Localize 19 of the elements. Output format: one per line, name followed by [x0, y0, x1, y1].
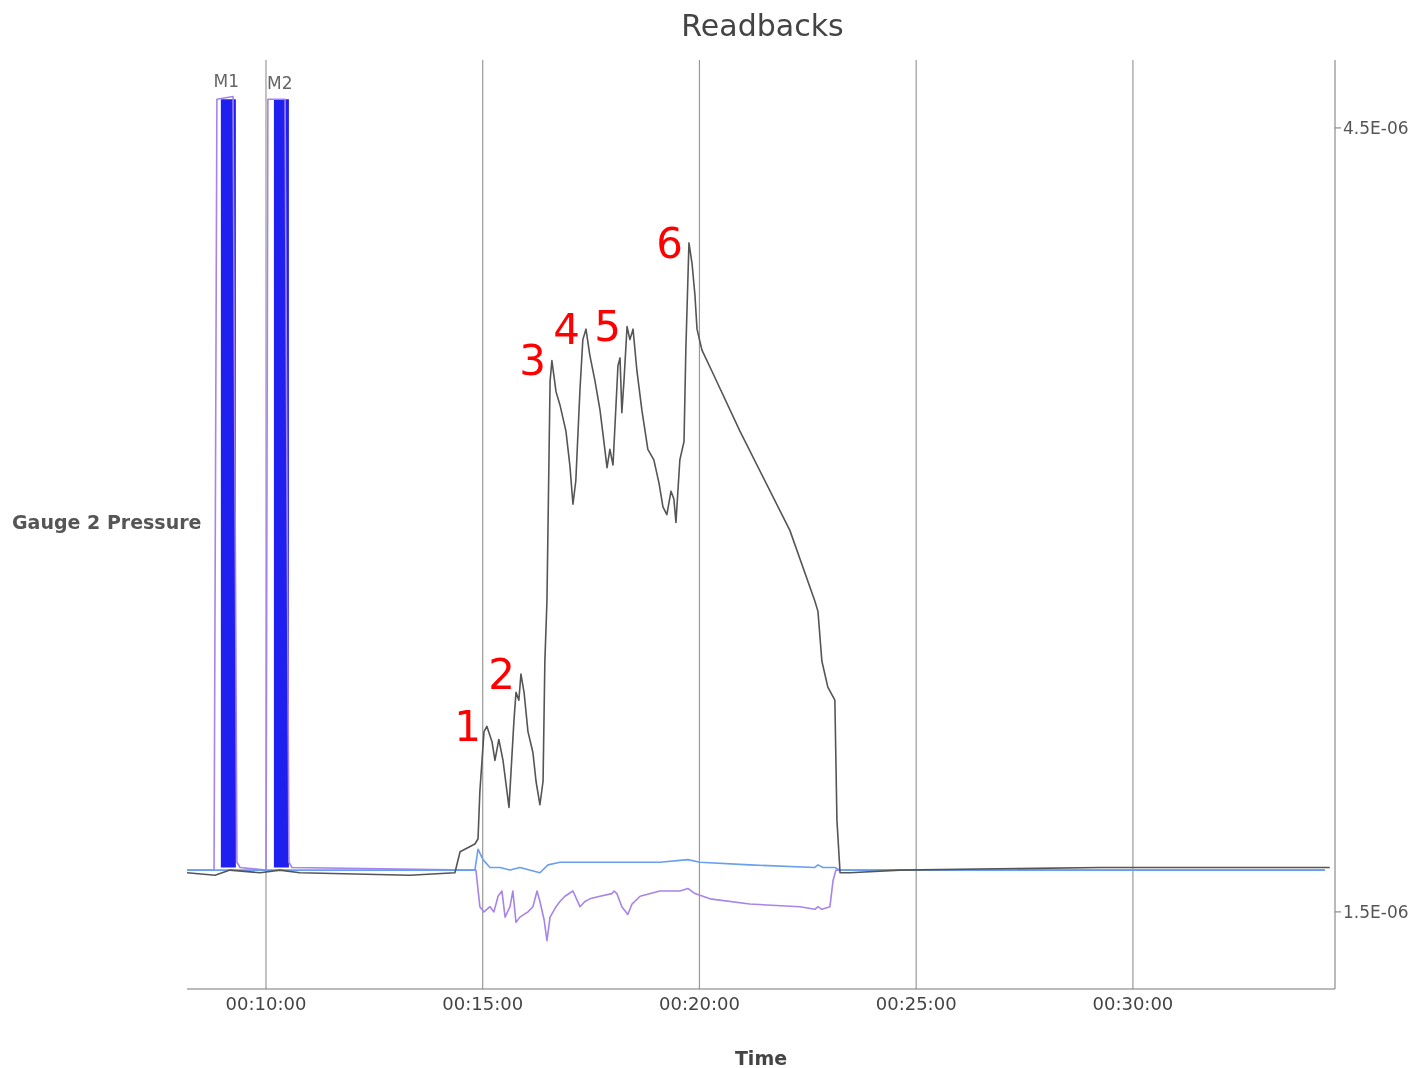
y-tick-label: 1.5E-06: [1343, 901, 1409, 922]
x-tick-label: 00:20:00: [659, 992, 740, 1014]
annotation: M2: [267, 73, 293, 94]
x-axis-title: Time: [734, 1047, 788, 1068]
chart-title: Readbacks: [680, 8, 845, 45]
x-tick-label: 00:10:00: [225, 992, 307, 1014]
annotation: 6: [656, 218, 683, 268]
y-tick-label: 4.5E-06: [1343, 117, 1409, 138]
annotation: 5: [594, 302, 622, 352]
line-series: [187, 848, 1326, 874]
x-tick-label: 00:15:00: [442, 992, 524, 1014]
x-tick-label: 00:25:00: [875, 992, 957, 1014]
annotation: 4: [553, 305, 580, 355]
annotation: 1: [454, 702, 481, 752]
annotation: 3: [519, 336, 546, 386]
x-tick-label: 00:30:00: [1092, 992, 1174, 1014]
annotation: 2: [488, 650, 515, 700]
annotation: M1: [213, 70, 240, 91]
y-axis-title: Gauge 2 Pressure: [12, 511, 202, 533]
